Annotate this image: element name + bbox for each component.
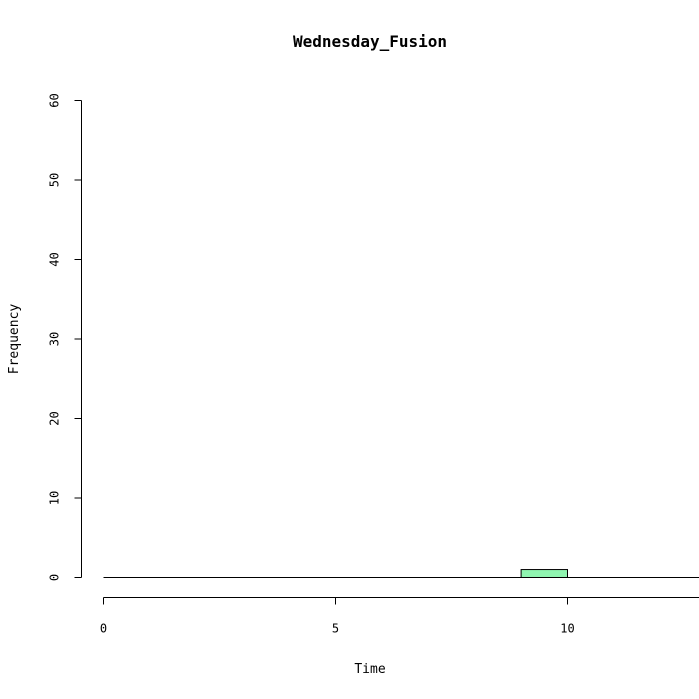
y-tick-label: 50 xyxy=(48,173,62,187)
y-tick-label: 40 xyxy=(48,252,62,266)
bars xyxy=(103,569,699,578)
y-axis: 0 10 20 30 40 50 60 xyxy=(48,93,82,581)
x-axis: 05101520 xyxy=(100,597,699,636)
x-tick-label: 5 xyxy=(332,622,339,636)
y-tick-label: 10 xyxy=(48,491,62,505)
x-tick-label: 10 xyxy=(560,622,574,636)
x-tick-label: 0 xyxy=(100,622,107,636)
y-axis-label: Frequency xyxy=(7,304,22,375)
y-tick-label: 30 xyxy=(48,332,62,346)
histogram-bar xyxy=(520,569,568,578)
x-axis-label: Time xyxy=(354,662,385,677)
y-tick-label: 20 xyxy=(48,411,62,425)
y-tick-label: 60 xyxy=(48,93,62,107)
chart-title: Wednesday_Fusion xyxy=(293,32,447,51)
y-tick-label: 0 xyxy=(48,574,62,581)
